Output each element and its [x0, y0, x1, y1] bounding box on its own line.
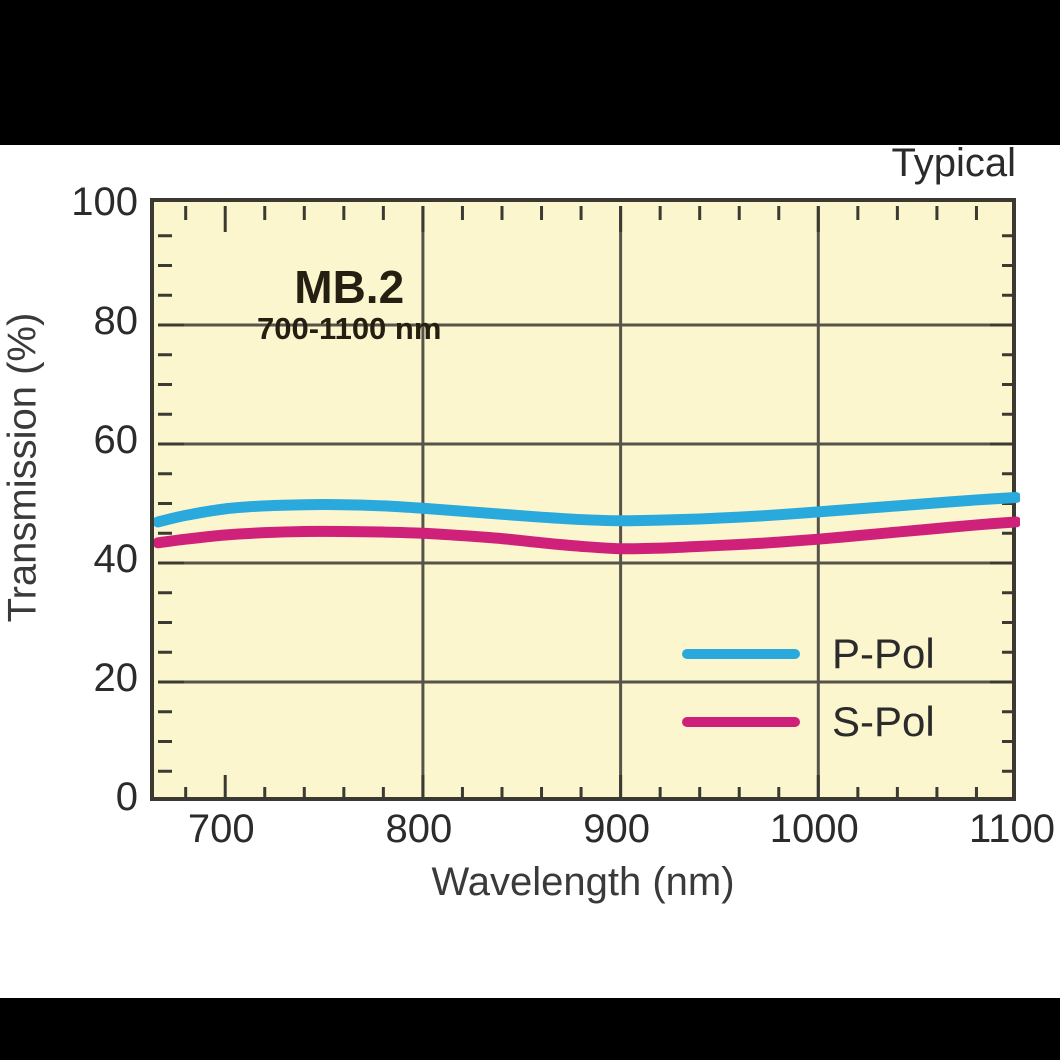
- legend-swatch: [682, 717, 800, 727]
- coating-annotation: MB.2 700-1100 nm: [257, 264, 441, 349]
- x-axis-tick-labels: 700 800 900 1000 1100: [150, 807, 1055, 859]
- legend: P-Pol S-Pol: [682, 620, 935, 756]
- coating-range: 700-1100 nm: [257, 311, 442, 346]
- x-tick-label: 700: [187, 807, 255, 851]
- y-tick-label: 60: [93, 418, 139, 462]
- typical-note: Typical: [891, 141, 1017, 185]
- legend-swatch: [682, 649, 800, 659]
- x-axis-title: Wavelength (nm): [431, 860, 735, 904]
- x-tick-label: 1100: [968, 807, 1055, 851]
- legend-item: S-Pol: [682, 688, 935, 756]
- series-line-p-pol: [154, 492, 1020, 528]
- x-tick-label: 800: [385, 807, 453, 851]
- legend-label: S-Pol: [832, 698, 935, 745]
- y-tick-label: 20: [93, 656, 139, 700]
- plot-area: MB.2 700-1100 nm P-Pol S-Pol: [150, 198, 1020, 801]
- y-tick-label: 40: [93, 537, 139, 581]
- letterbox-bottom: [0, 998, 1060, 1060]
- coating-code: MB.2: [294, 261, 405, 313]
- transmission-chart-figure: Typical Transmission (%) Wavelength (nm)…: [0, 141, 1060, 998]
- y-tick-label: 100: [71, 180, 138, 224]
- plot-svg: [154, 206, 1020, 801]
- y-tick-label: 80: [93, 299, 139, 343]
- y-axis-tick-labels: 0 20 40 60 80 100: [10, 182, 139, 817]
- y-tick-label: 0: [115, 775, 138, 819]
- x-tick-label: 900: [583, 807, 650, 851]
- series-line-s-pol: [154, 516, 1020, 555]
- x-tick-label: 1000: [769, 807, 859, 851]
- legend-label: P-Pol: [832, 630, 935, 677]
- legend-item: P-Pol: [682, 620, 935, 688]
- letterbox-top: [0, 0, 1060, 145]
